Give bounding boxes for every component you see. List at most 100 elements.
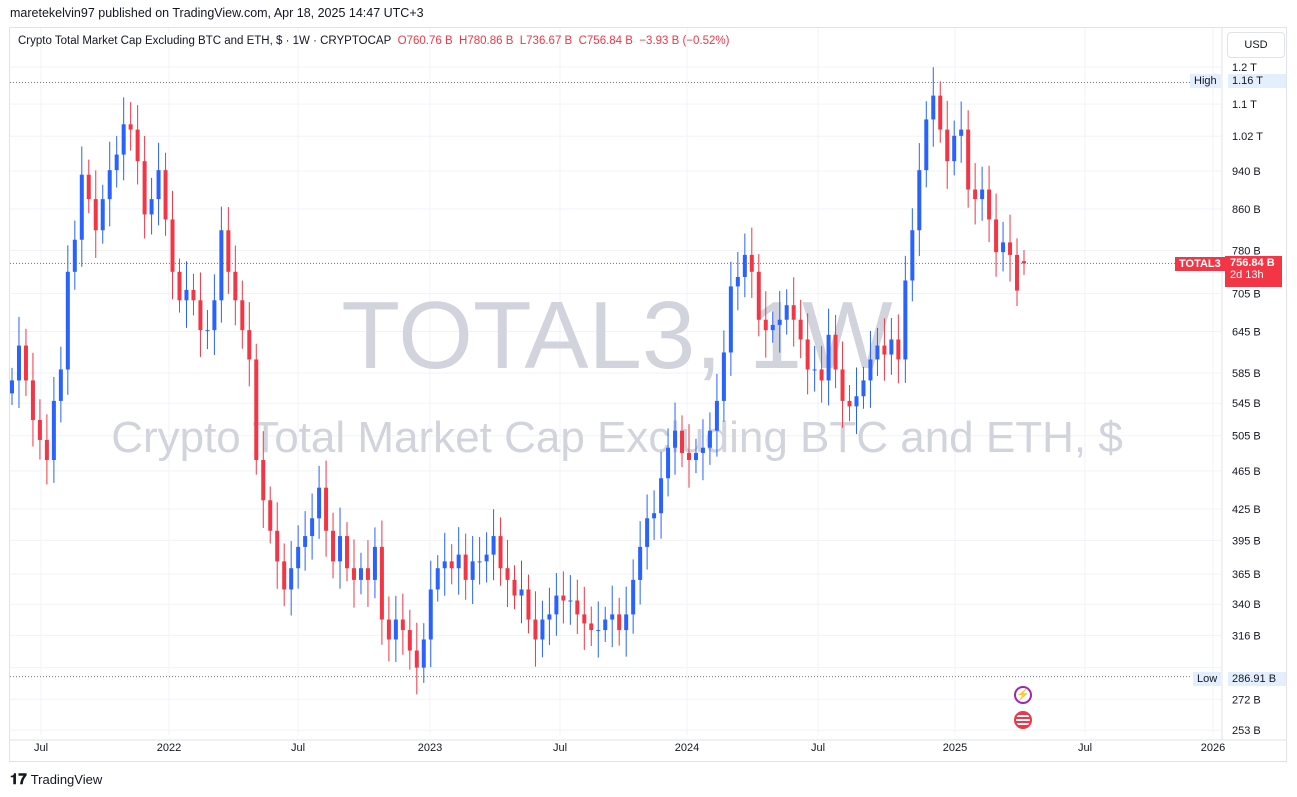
candle-body	[289, 568, 294, 590]
x-tick-label: Jul	[553, 742, 567, 754]
candle-body	[882, 345, 887, 355]
candle-body	[826, 334, 831, 381]
candle-body	[442, 561, 447, 569]
candle-body	[840, 369, 845, 401]
candle-body	[994, 219, 999, 253]
candle-body	[631, 579, 636, 615]
y-tick-label: 395 B	[1232, 535, 1261, 547]
candle-body	[652, 513, 657, 519]
candle-body	[1022, 261, 1026, 264]
candle-body	[484, 554, 489, 562]
candle-body	[868, 359, 873, 381]
candle-body	[624, 614, 629, 631]
candle-body	[847, 400, 852, 407]
candle-body	[303, 536, 308, 547]
candle-body	[128, 124, 133, 130]
candle-body	[393, 619, 398, 640]
low-value: 286.91 B	[1228, 672, 1286, 686]
x-tick-label: 2025	[943, 742, 967, 754]
candle-body	[247, 330, 252, 360]
candle-body	[875, 345, 880, 360]
candle-body	[959, 129, 964, 136]
candle-body	[798, 319, 803, 340]
y-tick-label: 340 B	[1232, 599, 1261, 611]
candle-body	[37, 419, 42, 440]
candle-body	[1008, 242, 1013, 255]
y-tick-label: 940 B	[1232, 166, 1261, 178]
candle-body	[338, 536, 343, 562]
candle-body	[219, 230, 224, 301]
candle-body	[742, 254, 747, 277]
candle-body	[317, 487, 322, 519]
candle-body	[680, 430, 685, 453]
y-tick-label: 316 B	[1232, 630, 1261, 642]
candle-body	[310, 518, 315, 537]
symbol-legend: Crypto Total Market Cap Excluding BTC an…	[18, 35, 730, 47]
candle-body	[170, 219, 175, 272]
candle-body	[749, 254, 754, 272]
y-tick-label: 705 B	[1232, 289, 1261, 301]
candle-body	[770, 324, 775, 331]
candle-body	[226, 230, 231, 272]
chart-panel[interactable]	[9, 27, 1287, 762]
candle-body	[617, 614, 622, 631]
candle-body	[938, 95, 943, 130]
us-economic-event-icon[interactable]	[1014, 711, 1032, 729]
candle-body	[275, 530, 280, 562]
candle-body	[324, 487, 329, 531]
event-lightning-icon[interactable]: ⚡	[1014, 686, 1032, 704]
candle-body	[121, 124, 126, 155]
candle-body	[805, 339, 810, 370]
candle-body	[966, 129, 971, 190]
last-price: 756.84 B	[1230, 257, 1275, 269]
candle-body	[505, 568, 510, 580]
x-tick-label: Jul	[34, 742, 48, 754]
candle-body	[547, 614, 552, 620]
candle-body	[107, 170, 112, 200]
candle-body	[910, 230, 915, 281]
candle-body	[721, 352, 726, 401]
x-tick-label: Jul	[291, 742, 305, 754]
legend-open: O760.76 B	[397, 35, 453, 47]
candle-body	[268, 500, 273, 531]
candle-body	[331, 530, 336, 562]
tradingview-logo[interactable]: 𝟏𝟕 TradingView	[10, 771, 102, 788]
candle-body	[463, 554, 468, 580]
candle-body	[784, 305, 789, 320]
candle-body	[44, 439, 49, 461]
candle-body	[686, 452, 691, 461]
candle-body	[449, 561, 454, 569]
y-tick-label: 860 B	[1232, 204, 1261, 216]
candle-body	[156, 170, 161, 200]
candle-body	[854, 396, 859, 407]
candle-body	[135, 129, 140, 162]
candle-body	[456, 554, 461, 569]
candle-body	[198, 300, 203, 331]
candle-body	[16, 345, 21, 381]
y-tick-label: 272 B	[1232, 694, 1261, 706]
candle-body	[10, 380, 14, 394]
candle-body	[470, 561, 475, 580]
candle-body	[596, 630, 601, 632]
candle-body	[582, 614, 587, 624]
candle-body	[254, 359, 259, 461]
candle-body	[533, 619, 538, 640]
candle-body	[163, 170, 168, 220]
y-tick-label: 1.02 T	[1232, 131, 1263, 143]
candle-body	[23, 345, 28, 381]
candle-body	[763, 319, 768, 331]
candle-body	[65, 271, 70, 370]
candle-body	[296, 546, 301, 569]
candle-body	[358, 568, 363, 580]
candle-body	[861, 380, 866, 397]
y-tick-label: 1.2 T	[1232, 62, 1257, 74]
currency-button[interactable]: USD	[1227, 32, 1285, 58]
candle-body	[554, 595, 559, 615]
y-tick-label: 585 B	[1232, 368, 1261, 380]
candle-body	[86, 174, 91, 200]
candle-body	[177, 271, 182, 301]
candle-body	[149, 199, 154, 215]
candle-body	[728, 286, 733, 353]
candle-body	[833, 334, 838, 370]
